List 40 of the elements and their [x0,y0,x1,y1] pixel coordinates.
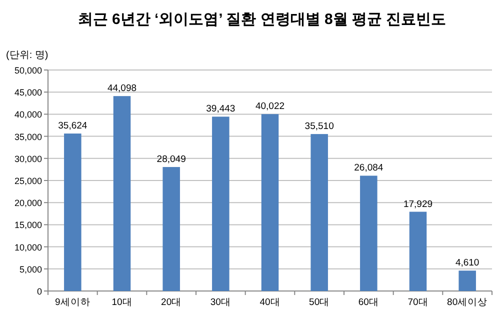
y-tick-label: 15,000 [14,220,42,230]
bar [360,176,378,291]
data-label: 28,049 [156,154,186,166]
bar [64,134,82,291]
x-tick-label: 50대 [309,297,330,308]
x-tick-label: 60대 [358,297,379,308]
data-label: 35,510 [304,121,334,132]
bar [310,134,328,291]
y-tick-label: 0 [36,286,42,296]
data-label: 44,098 [107,83,137,94]
bar [409,212,427,291]
y-tick-label: 35,000 [14,132,42,142]
data-label: 17,929 [403,198,433,210]
x-tick-label: 70대 [408,297,428,308]
bar [261,114,279,291]
x-tick-label: 9세이하 [55,297,90,308]
x-tick-label: 10대 [112,297,132,308]
text: (단위: 명) [6,50,48,61]
y-tick-label: 5,000 [19,264,42,274]
y-tick-label: 25,000 [14,176,42,186]
data-label: 40,022 [255,101,285,112]
data-label: 26,084 [354,162,384,174]
bar [162,167,180,291]
x-tick-label: 30대 [210,297,231,308]
y-tick-label: 30,000 [14,154,42,164]
x-tick-label: 40대 [260,297,280,308]
y-tick-label: 10,000 [14,242,42,252]
x-tick-label: 20대 [161,297,182,308]
data-label: 4,610 [455,258,480,269]
y-tick-label: 45,000 [14,88,42,98]
y-tick-label: 40,000 [14,110,42,120]
bar [458,270,476,291]
bar [212,116,230,291]
data-label: 35,624 [58,120,88,132]
x-tick-label: 80세이상 [447,297,488,308]
data-label: 39,443 [206,104,236,115]
bar [113,96,131,291]
y-tick-label: 20,000 [14,198,42,208]
y-tick-label: 50,000 [14,66,42,76]
chart-title: 최근 6년간 ‘외이도염’ 질환 연령대별 8월 평균 진료빈도 [78,11,446,28]
